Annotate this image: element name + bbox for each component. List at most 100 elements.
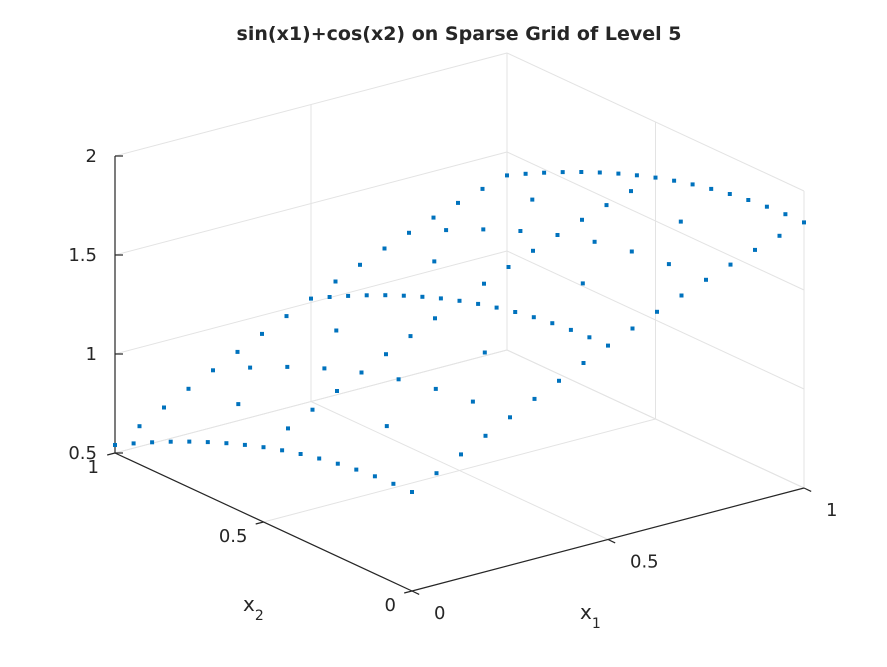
data-point <box>555 233 560 237</box>
data-point <box>298 452 303 456</box>
data-point <box>606 343 610 348</box>
x1-axis-label-subscript: 1 <box>592 616 601 632</box>
data-point <box>284 314 289 319</box>
data-point <box>630 326 635 331</box>
data-point <box>532 396 537 401</box>
data-point <box>382 246 387 251</box>
data-point <box>280 448 285 453</box>
data-point <box>187 439 192 444</box>
data-point <box>456 200 460 205</box>
data-point <box>531 315 536 320</box>
data-point <box>581 361 586 365</box>
data-point <box>480 186 485 191</box>
x1-axis-label-base: x <box>580 600 592 624</box>
data-point <box>236 402 241 407</box>
data-point <box>513 310 518 314</box>
data-point <box>655 309 659 314</box>
x2-tick-label: 1 <box>88 457 99 478</box>
data-point <box>162 405 166 410</box>
floor-gridline-x2 <box>263 418 656 523</box>
data-point <box>753 247 757 252</box>
data-point <box>285 364 290 369</box>
data-point <box>224 441 229 446</box>
x1-tick-mark <box>411 590 420 595</box>
x2-tick-mark <box>107 452 116 456</box>
data-point <box>131 441 136 446</box>
x2-axis-label: x2 <box>243 592 264 624</box>
data-point <box>457 298 462 303</box>
x1-tick-label: 1 <box>826 500 837 521</box>
data-point <box>248 365 253 370</box>
data-point <box>359 370 364 375</box>
data-point <box>431 215 436 220</box>
data-point <box>364 293 369 298</box>
data-point <box>653 175 658 180</box>
data-point <box>531 248 535 253</box>
data-point <box>384 424 389 429</box>
data-point <box>690 182 695 187</box>
point-layer <box>113 170 806 494</box>
data-point <box>401 293 406 298</box>
side-wall-gridline-z <box>506 52 805 192</box>
data-point <box>666 262 671 267</box>
data-point <box>616 171 621 176</box>
data-point <box>137 424 142 429</box>
data-point <box>560 170 565 175</box>
data-point <box>783 212 788 217</box>
data-point <box>235 349 240 354</box>
data-point <box>508 415 512 420</box>
z-tick-label: 1.5 <box>68 245 97 266</box>
data-point <box>530 197 535 202</box>
data-point <box>506 265 511 269</box>
data-point <box>444 228 449 233</box>
data-point <box>407 230 411 235</box>
data-point <box>542 170 547 175</box>
data-point <box>186 386 191 391</box>
back-wall-gridline-z <box>114 52 508 157</box>
x2-tick-mark <box>255 521 264 525</box>
data-point <box>634 173 639 178</box>
data-point <box>629 189 633 194</box>
data-point <box>327 295 332 299</box>
data-point <box>168 439 173 444</box>
data-point <box>335 389 339 393</box>
x1-tick-mark <box>803 487 812 492</box>
back-wall-gridline-z <box>114 250 508 355</box>
x1-tick-label: 0.5 <box>630 552 659 573</box>
data-point <box>802 220 806 225</box>
data-point <box>518 229 523 233</box>
data-point <box>410 490 414 494</box>
data-point <box>333 279 338 284</box>
x2-tick-label: 0.5 <box>219 526 248 547</box>
data-point <box>679 293 684 298</box>
x1-tick-label: 0 <box>434 603 445 624</box>
data-point <box>322 366 327 371</box>
data-point <box>482 350 487 355</box>
data-point <box>459 452 463 457</box>
data-point <box>505 173 509 178</box>
data-point <box>384 352 388 357</box>
x2-tick-label: 0 <box>385 595 396 616</box>
data-point <box>391 481 396 486</box>
data-point <box>727 192 732 196</box>
data-point <box>310 407 315 412</box>
data-point <box>709 186 714 191</box>
data-point <box>433 316 437 321</box>
data-point <box>438 296 443 301</box>
x2-tick-mark <box>404 590 413 594</box>
data-point <box>764 204 769 209</box>
data-point <box>494 305 499 310</box>
data-point <box>286 426 290 431</box>
data-point <box>434 471 439 476</box>
data-point <box>205 440 210 445</box>
x2-axis-label-subscript: 2 <box>255 608 264 624</box>
data-point <box>580 217 584 222</box>
data-point <box>482 281 486 286</box>
data-point <box>568 327 573 332</box>
data-point <box>242 442 247 447</box>
x1-tick-mark <box>607 538 616 544</box>
data-point <box>372 474 377 479</box>
x1-axis-label: x1 <box>580 600 601 632</box>
data-point <box>672 178 677 183</box>
